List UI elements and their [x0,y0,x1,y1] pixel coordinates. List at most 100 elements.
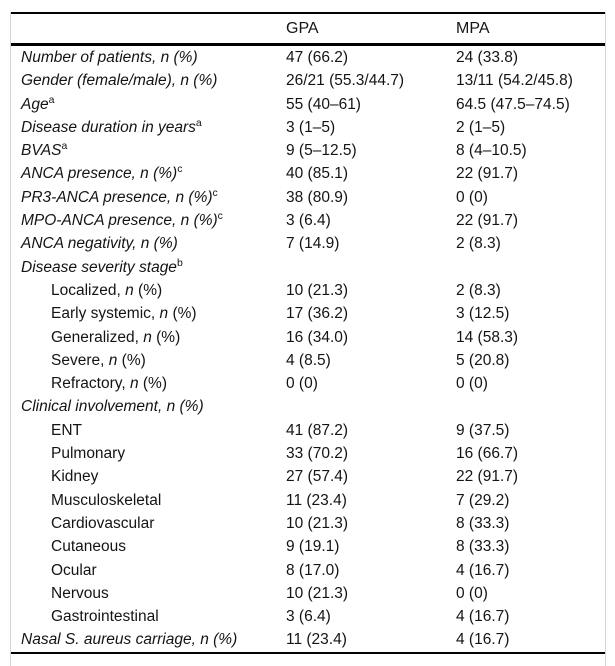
label-text: n [108,351,118,369]
gpa-value: 7 (14.9) [286,235,340,253]
label-text: n [143,328,152,346]
mpa-value [456,256,605,279]
header-mpa: MPA [456,19,490,37]
gpa-value: 10 (21.3) [286,514,349,532]
table-header-rule [11,43,605,46]
row-label: ENT [11,419,286,442]
table-row: Number of patients, n (%) 47 (66.2) 24 (… [11,46,605,69]
table-row: Refractory, n (%) 0 (0) 0 (0) [11,372,605,395]
label-text: Age [21,95,49,113]
mpa-value: 13/11 (54.2/45.8) [456,72,573,90]
table-row: Generalized, n (%) 16 (34.0) 14 (58.3) [11,326,605,349]
table-header-row: GPA MPA [11,14,605,43]
gpa-value: 38 (80.9) [286,188,349,206]
label-text: ANCA presence, n (%) [21,165,178,183]
table-top-rule [11,12,605,14]
gpa-value: 17 (36.2) [286,305,349,323]
table-bottom-rule [11,651,605,654]
gpa-value: 27 (57.4) [286,468,349,486]
gpa-value: 26/21 (55.3/44.7) [286,72,405,90]
label-text: Cutaneous [51,538,126,556]
gpa-value: 11 (23.4) [286,491,347,509]
row-label: ANCA negativity, n (%) [11,232,286,255]
label-text: Pulmonary [51,445,126,463]
label-text: PR3-ANCA presence, n (%) [21,188,213,206]
row-label: PR3-ANCA presence, n (%)c [11,186,286,209]
table-row: Ocular 8 (17.0) 4 (16.7) [11,559,605,582]
gpa-value: 40 (85.1) [286,165,349,183]
mpa-value [456,395,605,418]
gpa-value: 10 (21.3) [286,281,349,299]
row-label: Nervous [11,582,286,605]
label-text: Gastrointestinal [51,608,159,626]
mpa-value: 24 (33.8) [456,49,519,66]
patient-characteristics-table: GPA MPA Number of patients, n (%) 47 (66… [10,12,606,666]
gpa-value: 41 (87.2) [286,421,349,439]
row-label: Gender (female/male), n (%) [11,69,286,92]
label-text: Nasal S. aureus carriage, n (%) [21,631,238,649]
mpa-value: 4 (16.7) [456,608,510,626]
row-label: BVASa [11,139,286,162]
label-text: Early systemic, [51,305,160,323]
row-label: Agea [11,93,286,116]
table-row: Severe, n (%) 4 (8.5) 5 (20.8) [11,349,605,372]
label-text: Disease duration in years [21,118,196,136]
row-label: Generalized, n (%) [11,326,286,349]
mpa-value: 7 (29.2) [456,491,510,509]
gpa-value: 16 (34.0) [286,328,349,346]
mpa-value: 22 (91.7) [456,468,519,486]
mpa-value: 9 (37.5) [456,421,510,439]
table-row: Cutaneous 9 (19.1) 8 (33.3) [11,535,605,558]
row-label: ANCA presence, n (%)c [11,162,286,185]
mpa-value: 0 (0) [456,188,488,206]
table-row: Agea 55 (40–61) 64.5 (47.5–74.5) [11,93,605,116]
mpa-value: 4 (16.7) [456,561,510,579]
row-label: Cardiovascular [11,512,286,535]
mpa-value: 2 (1–5) [456,118,506,136]
row-label: Pulmonary [11,442,286,465]
label-text: Clinical involvement, n (%) [21,398,204,416]
table-row: Nervous 10 (21.3) 0 (0) [11,582,605,605]
footnote-marker: c [177,163,183,176]
table-row: Clinical involvement, n (%) [11,395,605,418]
label-text: Gender (female/male), n (%) [21,72,218,90]
gpa-value: 9 (5–12.5) [286,142,357,160]
label-text: Generalized, [51,328,144,346]
mpa-value: 16 (66.7) [456,445,519,463]
table-row: ANCA presence, n (%)c 40 (85.1) 22 (91.7… [11,162,605,185]
row-label: MPO-ANCA presence, n (%)c [11,209,286,232]
row-label: Nasal S. aureus carriage, n (%) [11,628,286,651]
table-row: Localized, n (%) 10 (21.3) 2 (8.3) [11,279,605,302]
table-body: Number of patients, n (%) 47 (66.2) 24 (… [11,46,605,652]
mpa-value: 22 (91.7) [456,165,519,183]
row-label: Cutaneous [11,535,286,558]
mpa-value: 0 (0) [456,375,488,393]
gpa-value: 10 (21.3) [286,584,349,602]
label-text: Severe, [51,351,109,369]
table-row: Gender (female/male), n (%) 26/21 (55.3/… [11,69,605,92]
footnote-marker: c [212,186,218,199]
label-text: (%) [168,305,197,323]
label-text: Localized, [51,281,126,299]
label-text: Ocular [51,561,97,579]
mpa-value: 2 (8.3) [456,235,501,253]
mpa-value: 2 (8.3) [456,281,501,299]
gpa-value [286,256,456,279]
table-row: Cardiovascular 10 (21.3) 8 (33.3) [11,512,605,535]
header-gpa: GPA [286,19,319,37]
label-text: n [125,281,134,299]
row-label: Kidney [11,465,286,488]
mpa-value: 3 (12.5) [456,305,510,323]
label-text: (%) [138,375,167,393]
mpa-value: 0 (0) [456,584,488,602]
label-text: (%) [151,328,181,346]
table-row: ANCA negativity, n (%) 7 (14.9) 2 (8.3) [11,232,605,255]
gpa-value [286,395,456,418]
label-text: Refractory, [51,375,130,393]
mpa-value: 5 (20.8) [456,351,510,369]
label-text: BVAS [21,142,62,160]
label-text: n [129,375,139,393]
table-row: Pulmonary 33 (70.2) 16 (66.7) [11,442,605,465]
gpa-value: 55 (40–61) [286,95,361,113]
footnote-marker: a [61,140,68,153]
